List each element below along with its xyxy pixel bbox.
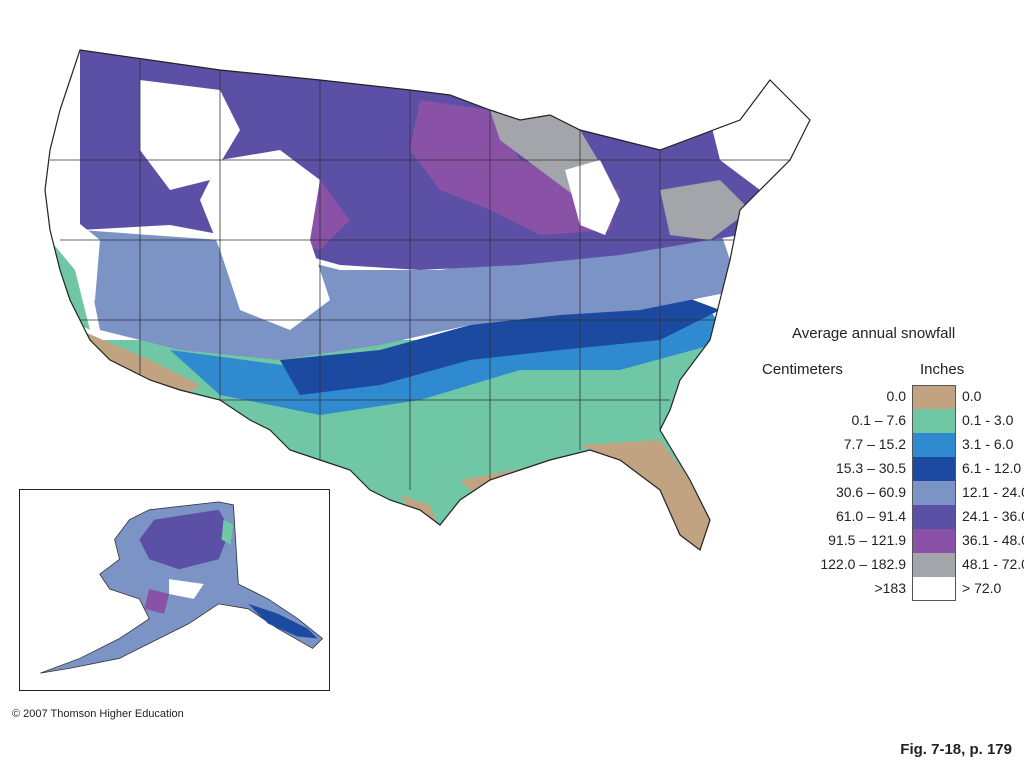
legend-row: 122.0 – 182.9 48.1 - 72.0 [760, 553, 1024, 577]
legend-cm-value: 0.1 – 7.6 [851, 412, 907, 428]
zone-0-1-7-6cm-california [50, 240, 90, 330]
us-snowfall-map [44, 49, 811, 551]
alaska-panhandle [248, 603, 318, 639]
legend-cm-value: 61.0 – 91.4 [835, 508, 906, 524]
legend-in-value: 0.1 - 3.0 [962, 412, 1014, 428]
legend-cm-value: >183 [874, 580, 906, 596]
zone-122-182-9cm-ne [660, 180, 750, 240]
legend-row: 30.6 – 60.9 12.1 - 24.0 [760, 481, 1024, 505]
alaska-zone-91-121cm [144, 589, 170, 614]
legend-in-value: 6.1 - 12.0 [962, 460, 1022, 476]
zone-0cm-florida [580, 440, 710, 550]
legend-row: 61.0 – 91.4 24.1 - 36.0 [760, 505, 1024, 529]
zone-over-183cm-michigan [565, 160, 620, 235]
legend-in-value: 12.1 - 24.0 [962, 484, 1024, 500]
legend-title: Average annual snowfall [792, 325, 956, 342]
legend-swatch [912, 433, 956, 457]
legend-in-value: 48.1 - 72.0 [962, 556, 1024, 572]
legend-row: 7.7 – 15.2 3.1 - 6.0 [760, 433, 1020, 457]
alaska-inset-map [19, 489, 330, 691]
legend-in-value: 3.1 - 6.0 [962, 436, 1014, 452]
legend-swatch [912, 457, 956, 481]
snowfall-legend: Average annual snowfall Centimeters Inch… [760, 325, 1024, 615]
legend-row: >183 > 72.0 [760, 577, 1020, 601]
legend-row: 91.5 – 121.9 36.1 - 48.0 [760, 529, 1024, 553]
legend-cm-value: 15.3 – 30.5 [835, 460, 906, 476]
legend-in-value: > 72.0 [962, 580, 1002, 596]
alaska-zone-0-1-7-6cm [221, 519, 234, 545]
figure-reference: Fig. 7-18, p. 179 [900, 741, 1012, 758]
legend-swatch [912, 385, 956, 409]
legend-cm-value: 30.6 – 60.9 [835, 484, 906, 500]
copyright-notice: © 2007 Thomson Higher Education [12, 708, 184, 720]
legend-cm-value: 122.0 – 182.9 [820, 556, 906, 572]
legend-cm-header: Centimeters [762, 361, 843, 378]
legend-in-value: 24.1 - 36.0 [962, 508, 1024, 524]
legend-in-header: Inches [920, 361, 965, 378]
legend-row: 15.3 – 30.5 6.1 - 12.0 [760, 457, 1022, 481]
legend-swatch [912, 529, 956, 553]
legend-row: 0.0 0.0 [760, 385, 1020, 409]
legend-row: 0.1 – 7.6 0.1 - 3.0 [760, 409, 1020, 433]
legend-cm-value: 0.0 [886, 388, 906, 404]
legend-swatch [912, 481, 956, 505]
zone-91-5-121-9cm [410, 100, 620, 235]
legend-cm-value: 7.7 – 15.2 [843, 436, 906, 452]
legend-swatch [912, 505, 956, 529]
zone-over-183cm-northwest [140, 80, 240, 190]
legend-swatch [912, 577, 956, 601]
legend-swatch [912, 409, 956, 433]
alaska-zone-over-183cm [169, 579, 204, 599]
legend-in-value: 0.0 [962, 388, 982, 404]
legend-in-value: 36.1 - 48.0 [962, 532, 1024, 548]
legend-swatch [912, 553, 956, 577]
legend-cm-value: 91.5 – 121.9 [828, 532, 906, 548]
alaska-zone-61-91cm [139, 509, 231, 570]
